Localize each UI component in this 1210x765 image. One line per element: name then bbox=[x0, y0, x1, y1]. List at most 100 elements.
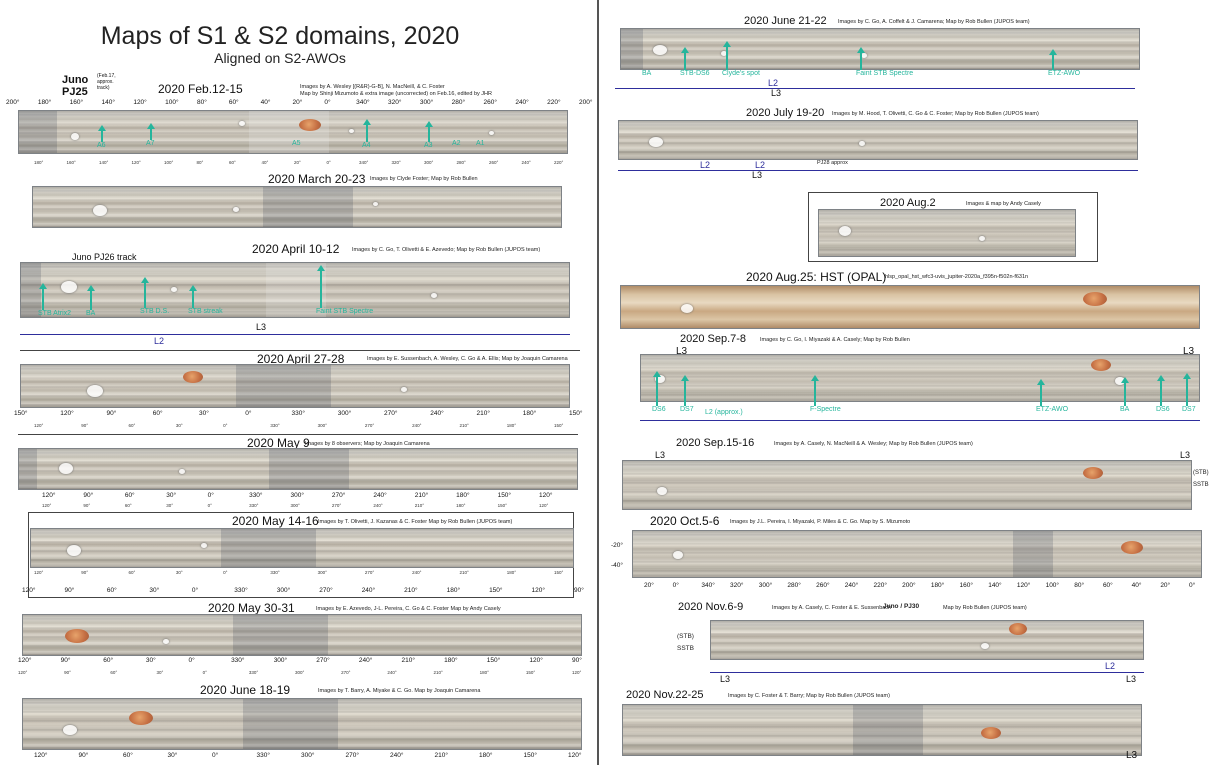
section-credit: Images by T. Barry, A. Miyake & C. Go. M… bbox=[318, 688, 481, 694]
longitude-tick: 260° bbox=[816, 582, 830, 589]
longitude-tick: 150° bbox=[523, 752, 537, 759]
track-label: Juno PJ26 track bbox=[72, 252, 137, 262]
longitude-tick: 200° bbox=[579, 99, 593, 106]
longitude-tick: 0° bbox=[672, 582, 679, 589]
juno-label: Juno / PJ30 bbox=[883, 603, 920, 610]
l3-label: L3 bbox=[1183, 346, 1195, 357]
longitude-tick: 90° bbox=[64, 670, 71, 675]
map-strip bbox=[640, 354, 1200, 402]
page-subtitle: Aligned on S2-AWOs bbox=[214, 50, 346, 66]
map-strip bbox=[632, 530, 1202, 578]
longitude-tick: 210° bbox=[434, 752, 448, 759]
section-title: 2020 July 19-20 bbox=[746, 107, 825, 119]
longitude-tick: 210° bbox=[433, 670, 443, 675]
tick-row bbox=[0, 229, 590, 237]
longitude-tick: 30° bbox=[166, 492, 177, 499]
longitude-tick: 120° bbox=[572, 670, 582, 675]
section-credit: Images by E. Azevedo, J-L. Pereira, C. G… bbox=[316, 606, 501, 612]
section-title: 2020 April 10-12 bbox=[252, 242, 340, 256]
longitude-tick: 40° bbox=[261, 160, 269, 165]
longitude-tick: 180° bbox=[506, 570, 517, 575]
longitude-tick: 160° bbox=[959, 582, 973, 589]
longitude-tick: 80° bbox=[196, 160, 204, 165]
longitude-tick: 60° bbox=[128, 570, 136, 575]
longitude-tick: 220° bbox=[554, 160, 564, 165]
arrow-icon bbox=[317, 265, 325, 308]
longitude-tick: 330° bbox=[249, 503, 259, 508]
longitude-tick: 20° bbox=[294, 160, 301, 165]
longitude-tick: 90° bbox=[83, 492, 94, 499]
section-credit: Images & map by Andy Casely bbox=[966, 201, 1041, 207]
longitude-tick: 270° bbox=[364, 570, 375, 575]
section-credit: Images by C. Go, T. Olivetti & E. Azeved… bbox=[352, 247, 541, 253]
arrow-icon bbox=[1183, 373, 1191, 406]
longitude-tick: 100° bbox=[165, 99, 179, 106]
feature-label: A7 bbox=[146, 140, 155, 147]
arrow-icon bbox=[98, 125, 106, 142]
longitude-tick: 20° bbox=[644, 582, 654, 589]
section-credit: Images by A. Casely, N. MacNeill & A. We… bbox=[774, 441, 973, 447]
longitude-tick: 270° bbox=[341, 670, 351, 675]
longitude-tick: 180° bbox=[456, 503, 466, 508]
map-strip bbox=[18, 448, 578, 490]
l2-label: L2 bbox=[755, 160, 766, 170]
section-title: 2020 April 27-28 bbox=[257, 352, 345, 366]
longitude-tick: 300° bbox=[758, 582, 773, 589]
map-strip bbox=[22, 614, 582, 656]
section-title: 2020 June 18-19 bbox=[200, 683, 291, 697]
longitude-tick: 120° bbox=[1016, 582, 1031, 589]
longitude-tick: 320° bbox=[388, 99, 402, 106]
longitude-tick: 30° bbox=[149, 587, 160, 594]
longitude-tick: 60° bbox=[1102, 582, 1113, 589]
feature-label: BA bbox=[86, 310, 96, 317]
map-strip bbox=[32, 186, 562, 228]
arrow-icon bbox=[681, 375, 689, 406]
longitude-tick: 0° bbox=[1189, 582, 1196, 589]
tick-row bbox=[0, 423, 1210, 431]
frame-line bbox=[18, 434, 578, 435]
longitude-tick: 120° bbox=[131, 160, 141, 165]
longitude-tick: 270° bbox=[345, 752, 359, 759]
longitude-tick: 120° bbox=[18, 670, 28, 675]
feature-label: ETZ-AWO bbox=[1048, 70, 1081, 77]
longitude-tick: 120° bbox=[34, 570, 44, 575]
longitude-tick: 30° bbox=[167, 752, 178, 759]
longitude-tick: 0° bbox=[212, 752, 219, 759]
map-strip bbox=[22, 698, 582, 750]
tick-row: 20° 0° 340° 320° 300° 280° 260° 240° 220° 200° 180… bbox=[0, 582, 1210, 592]
longitude-tick: 160° bbox=[66, 160, 76, 165]
longitude-tick: 150° bbox=[525, 670, 536, 675]
longitude-tick: 180° bbox=[930, 582, 945, 589]
longitude-tick: 320° bbox=[391, 160, 401, 165]
feature-label: DS6 bbox=[1156, 406, 1170, 413]
longitude-tick: 240° bbox=[430, 410, 444, 417]
arrow-icon bbox=[425, 121, 433, 142]
arrow-icon bbox=[1121, 377, 1129, 406]
tick-row: 120° 90° 60° 30° 0° 330° 300° 270° 240° 210° 180° 1… bbox=[0, 670, 590, 678]
section-title: 2020 Feb.12-15 bbox=[158, 82, 243, 96]
tick-row: 120° 90° 60° 30° 0° 330° 300° 270° 240° 210° 180° 1… bbox=[0, 752, 590, 762]
longitude-tick: 330° bbox=[248, 670, 259, 675]
section-title: 2020 Sep.15-16 bbox=[676, 437, 755, 449]
longitude-tick: 210° bbox=[404, 587, 418, 594]
l3-label: L3 bbox=[752, 170, 763, 180]
tick-row: 120° 90° 60° 30° 0° 330° 300° 270° 240° 210° 180° 1… bbox=[0, 587, 590, 599]
longitude-tick: 0° bbox=[223, 423, 228, 428]
longitude-tick: 240° bbox=[521, 160, 531, 165]
longitude-tick: 0° bbox=[207, 492, 214, 499]
longitude-tick: 270° bbox=[316, 657, 330, 664]
divider bbox=[597, 0, 599, 765]
l3-label: L3 bbox=[720, 674, 731, 684]
longitude-tick: 240° bbox=[361, 587, 376, 594]
longitude-tick: 150° bbox=[554, 423, 564, 428]
map-strip bbox=[20, 364, 570, 408]
l3-label: L3 bbox=[1126, 750, 1138, 761]
section-title: 2020 May 14-16 bbox=[232, 514, 319, 528]
section-credit: Map by Rob Bullen (JUPOS team) bbox=[943, 605, 1027, 611]
tick-row: 120° 90° 60° 30° 0° 330° 300° 270° 240° 210° 180° 1… bbox=[0, 492, 590, 502]
longitude-tick: 0° bbox=[245, 410, 252, 417]
longitude-tick: 120° bbox=[34, 423, 44, 428]
pj-label: PJ28 approx bbox=[817, 160, 848, 166]
longitude-tick: 330° bbox=[234, 587, 248, 594]
longitude-tick: 240° bbox=[390, 752, 404, 759]
